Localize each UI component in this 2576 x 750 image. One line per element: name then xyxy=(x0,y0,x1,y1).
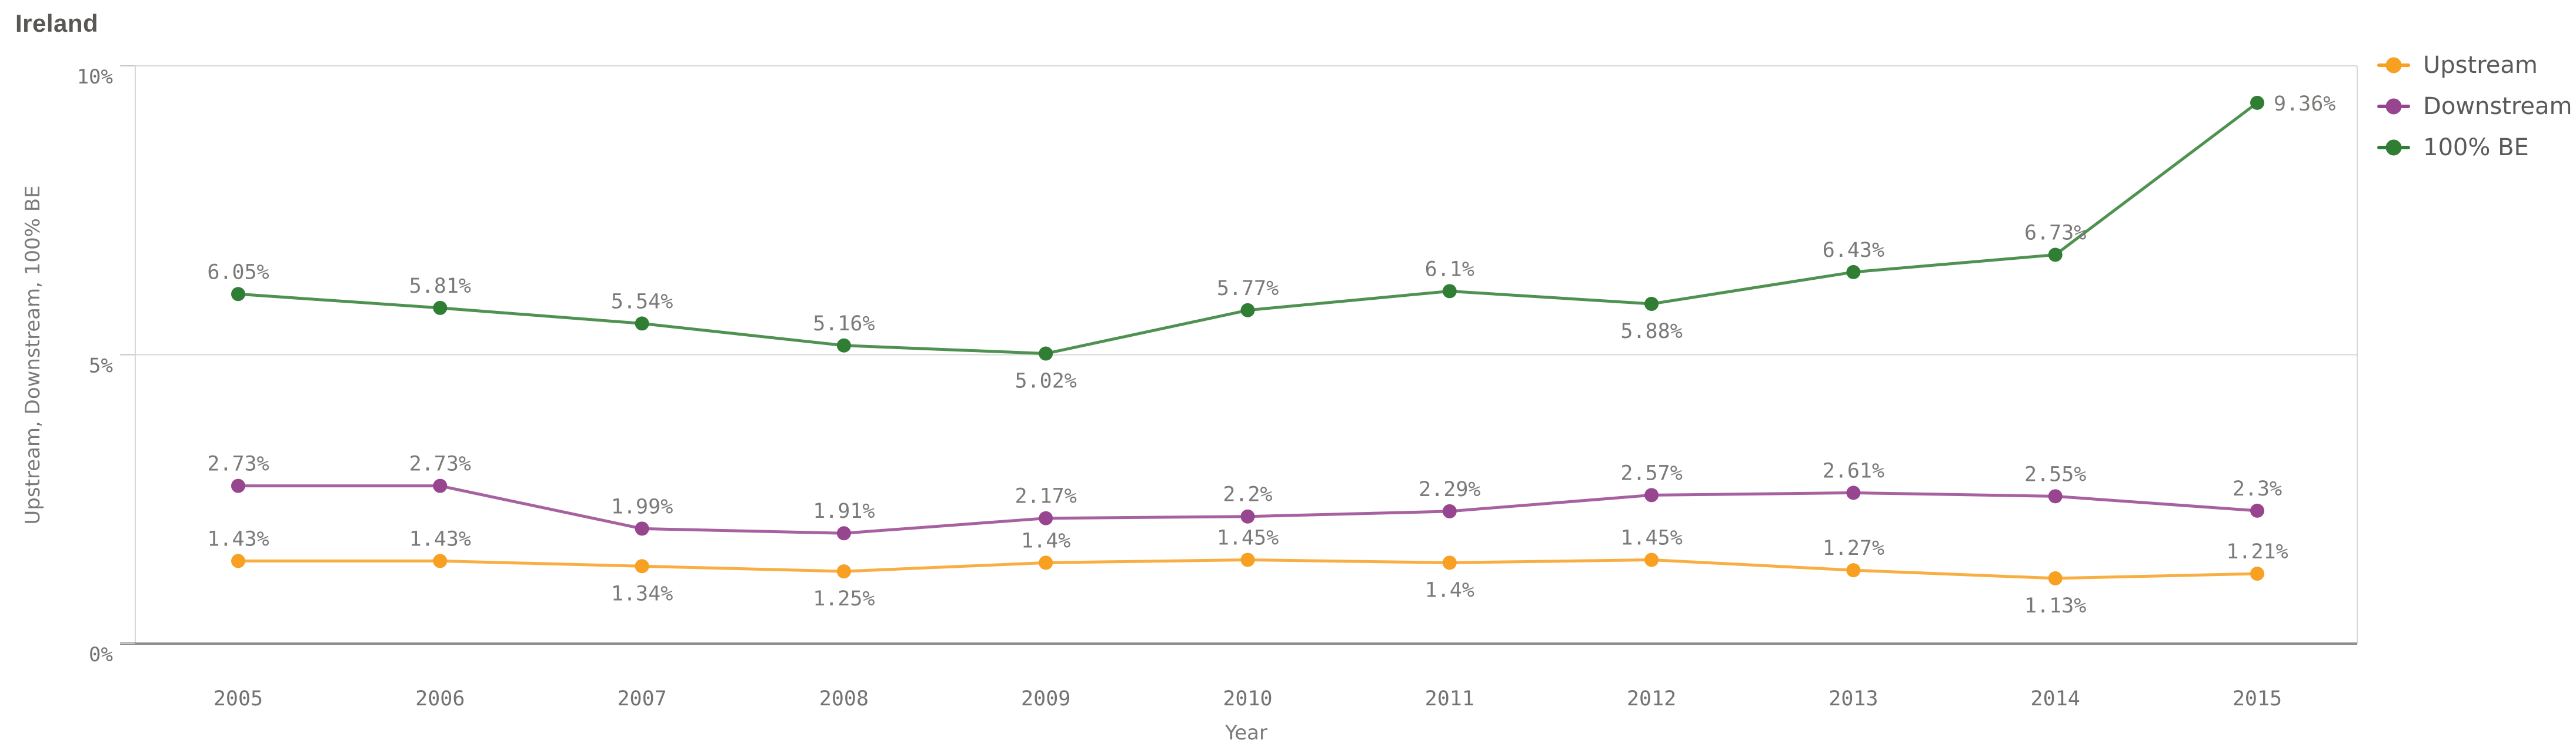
data-point[interactable] xyxy=(1039,555,1053,570)
data-point[interactable] xyxy=(836,564,851,579)
data-label: 5.77% xyxy=(1217,277,1279,300)
data-point[interactable] xyxy=(1846,264,1861,279)
data-label: 9.36% xyxy=(2274,92,2335,116)
data-point[interactable] xyxy=(231,478,245,493)
data-label: 1.45% xyxy=(1217,526,1279,550)
x-tick-label: 2007 xyxy=(617,687,666,711)
data-label: 5.81% xyxy=(409,274,471,298)
data-point[interactable] xyxy=(433,478,448,493)
data-label: 1.4% xyxy=(1021,529,1070,553)
data-label: 5.54% xyxy=(611,290,673,313)
data-label: 6.43% xyxy=(1823,239,1884,262)
data-label: 2.73% xyxy=(207,453,269,476)
data-point[interactable] xyxy=(836,526,851,541)
x-tick-label: 2009 xyxy=(1021,687,1070,711)
data-point[interactable] xyxy=(2250,567,2264,581)
legend: Upstream Downstream 100% BE xyxy=(2377,52,2572,161)
data-label: 1.27% xyxy=(1823,537,1884,560)
data-point[interactable] xyxy=(2048,247,2063,262)
data-label: 5.16% xyxy=(813,312,875,336)
data-label: 1.45% xyxy=(1620,526,1682,550)
data-point[interactable] xyxy=(1846,486,1861,500)
data-point[interactable] xyxy=(635,521,649,536)
data-point[interactable] xyxy=(1039,346,1053,361)
data-point[interactable] xyxy=(1240,553,1255,567)
x-tick-label: 2010 xyxy=(1223,687,1272,711)
data-point[interactable] xyxy=(635,316,649,331)
data-point[interactable] xyxy=(1442,504,1457,518)
x-tick-label: 2014 xyxy=(2031,687,2080,711)
data-label: 2.73% xyxy=(409,453,471,476)
x-tick-label: 2011 xyxy=(1425,687,1474,711)
data-point[interactable] xyxy=(1442,555,1457,570)
x-tick-label: 2015 xyxy=(2233,687,2282,711)
data-point[interactable] xyxy=(231,554,245,568)
legend-marker-upstream xyxy=(2377,63,2410,67)
data-label: 6.1% xyxy=(1425,257,1474,281)
legend-marker-100-be xyxy=(2377,146,2410,149)
legend-marker-downstream xyxy=(2377,105,2410,108)
data-point[interactable] xyxy=(1846,563,1861,578)
data-label: 6.73% xyxy=(2024,221,2086,245)
data-label: 2.61% xyxy=(1823,459,1884,483)
data-point[interactable] xyxy=(635,559,649,574)
data-label: 1.43% xyxy=(409,527,471,551)
x-tick-label: 2013 xyxy=(1828,687,1878,711)
data-label: 2.29% xyxy=(1419,478,1480,501)
data-label: 5.88% xyxy=(1620,320,1682,343)
data-label: 1.13% xyxy=(2024,594,2086,618)
data-point[interactable] xyxy=(1644,488,1659,503)
x-tick-label: 2005 xyxy=(213,687,263,711)
legend-label-upstream: Upstream xyxy=(2423,52,2538,79)
data-label: 2.57% xyxy=(1620,461,1682,485)
x-tick-label: 2008 xyxy=(819,687,869,711)
data-point[interactable] xyxy=(231,287,245,302)
legend-item-100-be[interactable]: 100% BE xyxy=(2377,134,2572,161)
legend-label-100-be: 100% BE xyxy=(2423,134,2529,161)
data-point[interactable] xyxy=(433,300,448,315)
data-label: 1.4% xyxy=(1425,578,1474,602)
data-point[interactable] xyxy=(1644,296,1659,311)
y-tick-label: 5% xyxy=(89,354,113,378)
y-tick-label: 0% xyxy=(89,643,113,667)
x-axis-title: Year xyxy=(1225,721,1267,745)
data-label: 5.02% xyxy=(1015,370,1077,393)
data-label: 2.3% xyxy=(2233,477,2282,501)
data-point[interactable] xyxy=(1442,284,1457,299)
data-point[interactable] xyxy=(2250,95,2264,110)
data-point[interactable] xyxy=(2048,571,2063,585)
data-label: 1.34% xyxy=(611,582,673,605)
data-point[interactable] xyxy=(2048,489,2063,504)
data-label: 1.99% xyxy=(611,495,673,518)
data-point[interactable] xyxy=(836,338,851,353)
data-label: 2.17% xyxy=(1015,485,1077,508)
data-label: 2.2% xyxy=(1223,483,1272,507)
data-label: 1.25% xyxy=(813,587,875,611)
x-tick-label: 2012 xyxy=(1627,687,1676,711)
data-point[interactable] xyxy=(1240,303,1255,317)
y-tick-label: 10% xyxy=(77,65,113,89)
data-label: 1.43% xyxy=(207,527,269,551)
data-label: 6.05% xyxy=(207,260,269,284)
data-label: 1.21% xyxy=(2226,540,2288,564)
data-point[interactable] xyxy=(1240,509,1255,524)
data-point[interactable] xyxy=(1039,511,1053,525)
legend-label-downstream: Downstream xyxy=(2423,93,2572,120)
legend-item-upstream[interactable]: Upstream xyxy=(2377,52,2572,79)
data-label: 2.55% xyxy=(2024,463,2086,486)
legend-item-downstream[interactable]: Downstream xyxy=(2377,93,2572,120)
x-tick-label: 2006 xyxy=(415,687,465,711)
data-label: 1.91% xyxy=(813,500,875,523)
data-point[interactable] xyxy=(1644,553,1659,567)
data-point[interactable] xyxy=(2250,503,2264,518)
data-point[interactable] xyxy=(433,554,448,568)
chart-title: Ireland xyxy=(15,9,99,37)
